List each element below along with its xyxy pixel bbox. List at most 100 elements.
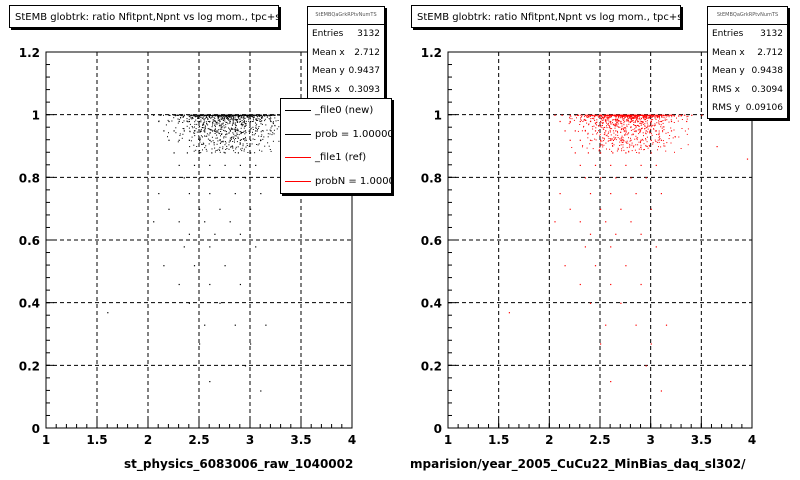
right-data-point xyxy=(665,116,667,118)
left-data-point xyxy=(252,131,253,133)
left-data-point xyxy=(188,118,190,120)
right-data-point xyxy=(630,114,632,116)
right-data-point xyxy=(631,116,633,118)
right-data-point xyxy=(672,114,674,116)
right-data-point xyxy=(628,137,629,139)
left-data-point xyxy=(258,115,260,117)
left-data-point xyxy=(202,114,204,116)
left-data-point xyxy=(222,148,224,150)
right-data-point xyxy=(611,114,613,116)
left-data-point xyxy=(232,122,234,124)
left-data-point xyxy=(203,118,205,120)
left-data-point xyxy=(253,114,255,116)
left-data-point xyxy=(158,193,160,195)
left-data-point xyxy=(189,146,191,148)
right-data-point xyxy=(619,115,621,117)
left-data-point xyxy=(237,130,239,132)
left-data-point xyxy=(199,139,201,141)
left-data-point xyxy=(236,114,237,116)
right-data-point xyxy=(620,137,622,139)
left-data-point xyxy=(219,128,221,130)
left-data-point xyxy=(232,123,234,125)
right-data-point xyxy=(592,133,594,135)
right-data-point xyxy=(683,114,685,116)
left-data-point xyxy=(210,129,212,131)
left-data-point xyxy=(220,116,222,118)
left-data-point xyxy=(213,130,215,132)
right-data-point xyxy=(587,133,589,135)
right-data-point xyxy=(691,114,693,116)
left-data-point xyxy=(174,114,176,116)
right-data-point xyxy=(610,122,612,124)
left-data-point xyxy=(272,121,274,123)
right-data-point xyxy=(584,119,586,121)
right-data-point xyxy=(631,134,633,136)
right-data-point xyxy=(600,125,602,127)
right-data-point xyxy=(645,121,647,123)
left-data-point xyxy=(239,283,241,286)
left-data-point xyxy=(239,118,241,120)
left-data-point xyxy=(231,137,232,139)
legend-entry-probn: probN = 1.000000 xyxy=(281,170,391,194)
left-data-point xyxy=(217,116,219,118)
right-data-point xyxy=(657,115,659,117)
left-data-point xyxy=(225,134,227,136)
left-data-point xyxy=(204,130,206,132)
left-data-point xyxy=(225,136,227,138)
right-data-point xyxy=(659,118,661,120)
left-data-point xyxy=(239,120,241,123)
left-data-point xyxy=(241,150,243,152)
left-data-point xyxy=(258,114,260,116)
left-data-point xyxy=(221,141,223,143)
right-data-point xyxy=(642,139,644,141)
left-data-point xyxy=(233,133,235,135)
right-data-point xyxy=(629,115,631,116)
right-data-point xyxy=(649,132,650,134)
right-data-point xyxy=(601,119,603,121)
right-data-point xyxy=(607,123,609,125)
right-data-point xyxy=(634,121,636,123)
left-data-point xyxy=(209,381,211,383)
left-data-point xyxy=(264,120,266,122)
left-data-point xyxy=(244,123,246,125)
right-data-point xyxy=(601,122,603,124)
right-data-point xyxy=(604,138,605,140)
right-data-point xyxy=(643,117,645,119)
right-data-point xyxy=(623,129,625,131)
right-data-point xyxy=(608,117,610,119)
right-data-point xyxy=(631,150,633,152)
right-data-point xyxy=(508,312,510,314)
right-data-point xyxy=(650,208,652,210)
left-data-point xyxy=(260,123,262,125)
right-data-point xyxy=(625,128,627,130)
right-data-point xyxy=(640,141,642,143)
right-data-point xyxy=(620,208,622,210)
left-data-point xyxy=(270,114,272,116)
right-data-point xyxy=(583,125,585,127)
right-data-point xyxy=(586,147,588,149)
left-data-point xyxy=(193,114,195,116)
right-data-point xyxy=(659,121,661,122)
left-data-point xyxy=(188,139,190,141)
right-data-point xyxy=(601,115,602,117)
left-data-point xyxy=(250,115,252,117)
left-data-point xyxy=(205,148,207,150)
right-data-point xyxy=(627,115,629,117)
right-data-point xyxy=(650,121,652,123)
left-data-point xyxy=(219,146,221,148)
right-data-point xyxy=(627,133,629,135)
right-data-point xyxy=(612,145,614,147)
right-data-point xyxy=(643,143,645,145)
right-data-point xyxy=(603,117,605,119)
right-data-point xyxy=(658,132,660,134)
left-data-point xyxy=(234,324,236,326)
right-data-point xyxy=(640,122,642,124)
right-data-point xyxy=(621,139,623,141)
right-data-point xyxy=(646,117,647,119)
left-data-point xyxy=(241,124,243,125)
right-data-point xyxy=(637,120,639,122)
left-data-point xyxy=(225,114,227,116)
right-data-point xyxy=(630,119,632,121)
right-data-point xyxy=(628,115,630,117)
right-data-point xyxy=(598,116,600,118)
